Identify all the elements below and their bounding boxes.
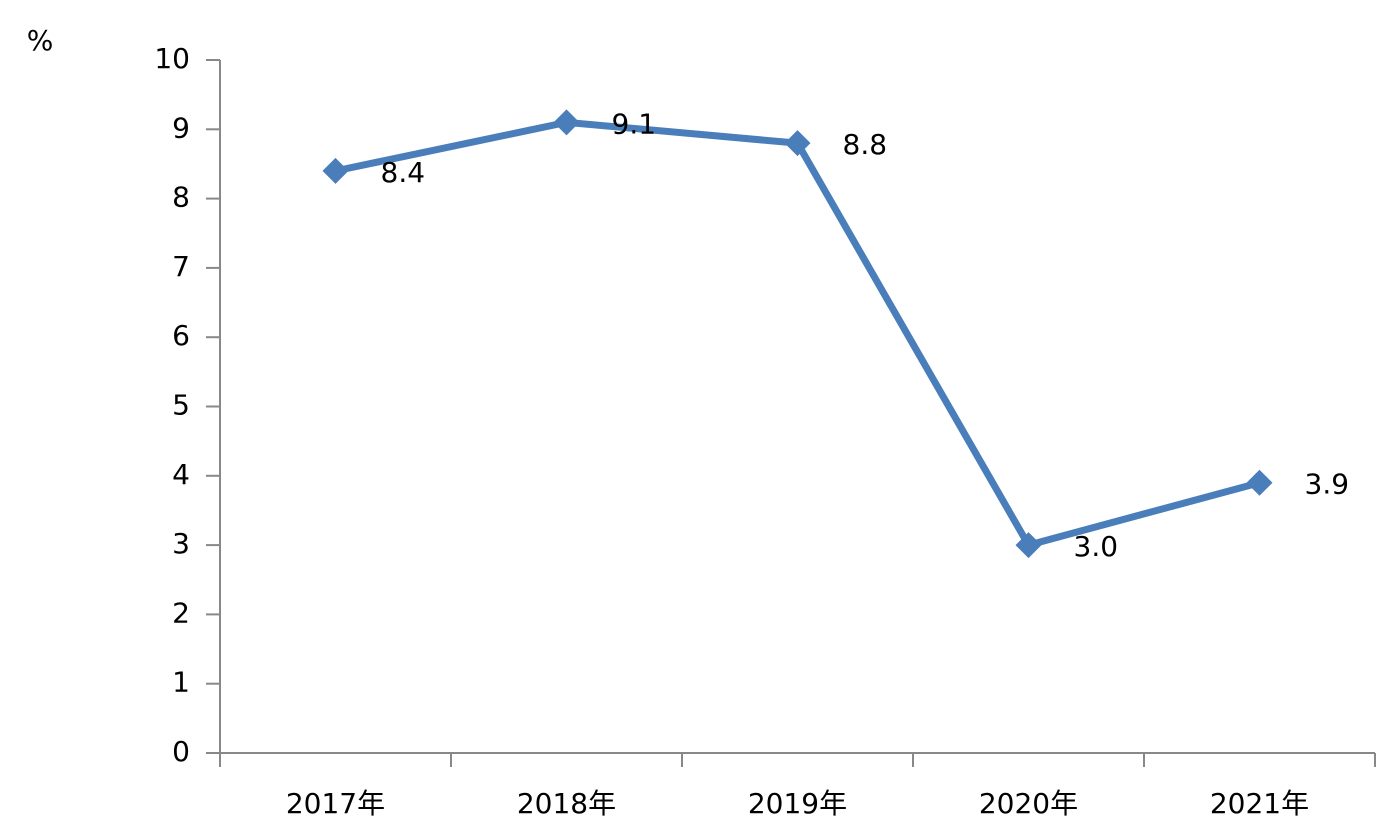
y-tick-label: 2 xyxy=(172,596,190,629)
y-tick-label: 4 xyxy=(172,458,190,491)
x-tick-label: 2019年 xyxy=(748,787,847,820)
y-tick-label: 7 xyxy=(172,250,190,283)
y-tick-label: 10 xyxy=(154,42,190,75)
y-tick-label: 1 xyxy=(172,666,190,699)
marker xyxy=(1246,469,1273,496)
x-tick-label: 2018年 xyxy=(517,787,616,820)
y-tick-label: 3 xyxy=(172,527,190,560)
y-tick-label: 8 xyxy=(172,181,190,214)
data-line xyxy=(334,118,1261,549)
marker xyxy=(322,157,349,184)
data-label: 8.8 xyxy=(843,128,888,161)
y-tick-label: 6 xyxy=(172,319,190,352)
data-label: 8.4 xyxy=(381,156,426,189)
marker xyxy=(553,109,580,136)
data-label: 3.0 xyxy=(1074,530,1119,563)
data-label: 3.9 xyxy=(1305,468,1350,501)
x-tick-label: 2021年 xyxy=(1210,787,1309,820)
marker xyxy=(784,130,811,157)
y-tick-label: 0 xyxy=(172,735,190,768)
y-axis-label: % xyxy=(27,24,54,57)
marker xyxy=(1015,532,1042,559)
y-tick-label: 9 xyxy=(172,111,190,144)
x-tick-label: 2020年 xyxy=(979,787,1078,820)
y-tick-label: 5 xyxy=(172,389,190,422)
data-label: 9.1 xyxy=(612,107,657,140)
x-tick-label: 2017年 xyxy=(286,787,385,820)
